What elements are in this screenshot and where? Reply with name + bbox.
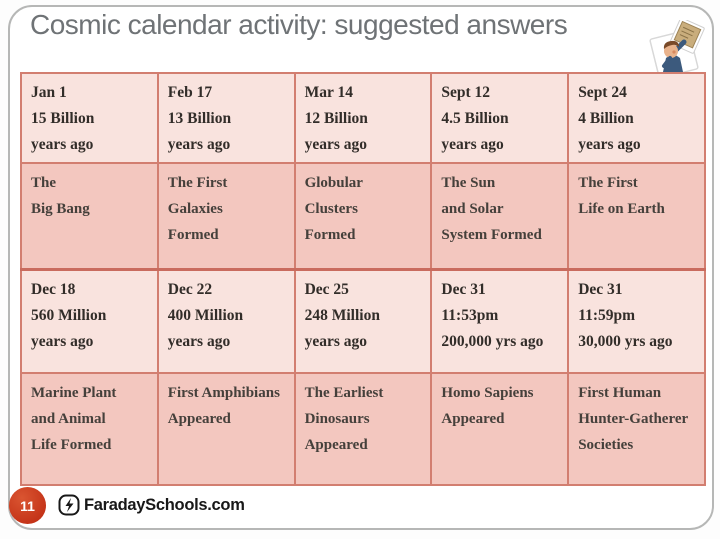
page-number: 11 (20, 497, 35, 514)
cell-date: Dec 31 11:59pm 30,000 yrs ago (567, 267, 706, 374)
cell-event: First Amphibians Appeared (156, 372, 296, 486)
cell-event: The First Galaxies Formed (156, 162, 296, 270)
page-title: Cosmic calendar activity: suggested answ… (30, 9, 568, 40)
table-row-events-1: The Big Bang The First Galaxies Formed G… (20, 162, 706, 270)
cell-event: The Sun and Solar System Formed (430, 162, 570, 270)
cell-event: Homo Sapiens Appeared (430, 372, 570, 486)
cell-date: Jan 1 15 Billion years ago (20, 72, 159, 164)
cell-date: Feb 17 13 Billion years ago (156, 72, 296, 164)
cell-event: Globular Clusters Formed (293, 162, 433, 270)
cell-date: Sept 12 4.5 Billion years ago (430, 72, 570, 164)
cosmic-calendar-table: Jan 1 15 Billion years ago Feb 17 13 Bil… (20, 72, 706, 486)
table-row-dates-2: Dec 18 560 Million years ago Dec 22 400 … (20, 267, 706, 374)
table-row-events-2: Marine Plant and Animal Life Formed Firs… (20, 372, 706, 486)
student-clipart-icon (646, 17, 708, 80)
cell-date: Dec 25 248 Million years ago (293, 267, 433, 374)
brand-name: FaradaySchools.com (84, 495, 245, 514)
cell-event: The Big Bang (20, 162, 159, 270)
cell-date: Dec 18 560 Million years ago (20, 267, 159, 374)
cell-event: First Human Hunter-Gatherer Societies (567, 372, 706, 486)
lightning-bolt-circle-icon (58, 494, 80, 516)
cell-date: Dec 22 400 Million years ago (156, 267, 296, 374)
cell-date: Dec 31 11:53pm 200,000 yrs ago (430, 267, 570, 374)
cell-event: Marine Plant and Animal Life Formed (20, 372, 159, 486)
cell-date: Mar 14 12 Billion years ago (293, 72, 433, 164)
cell-event: The First Life on Earth (567, 162, 706, 270)
page-number-badge: 11 (9, 487, 46, 524)
table-row-dates-1: Jan 1 15 Billion years ago Feb 17 13 Bil… (20, 72, 706, 164)
cell-event: The Earliest Dinosaurs Appeared (293, 372, 433, 486)
brand-footer: FaradaySchools.com (58, 494, 245, 516)
cell-date: Sept 24 4 Billion years ago (567, 72, 706, 164)
